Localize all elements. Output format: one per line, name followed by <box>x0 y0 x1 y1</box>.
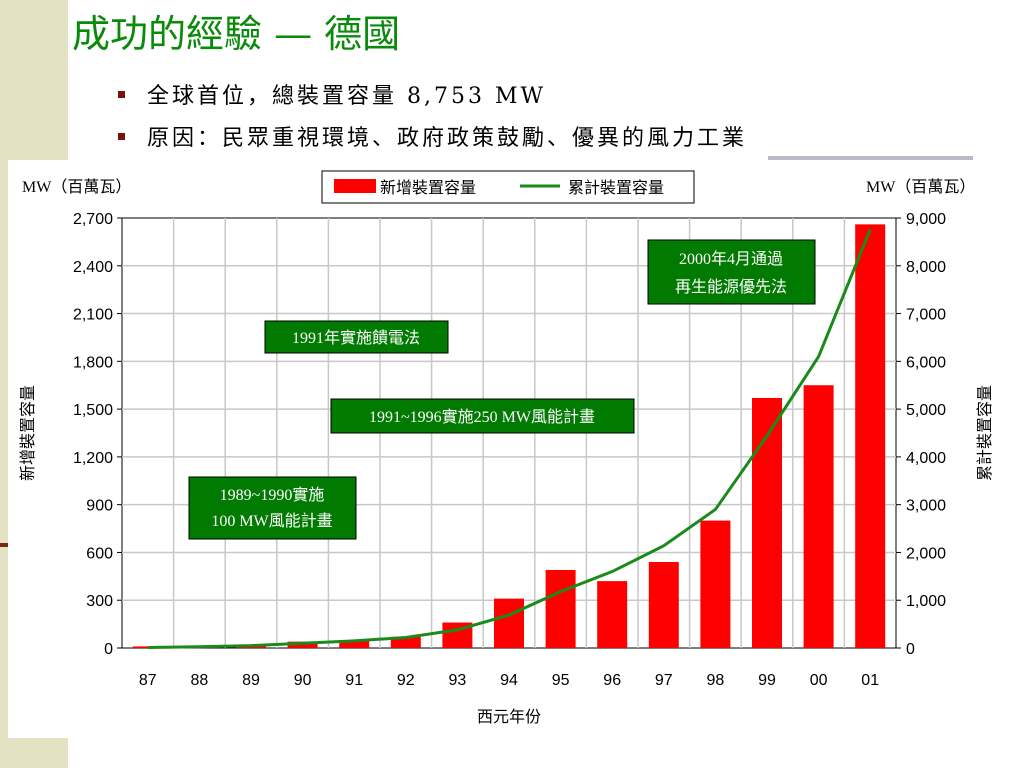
y-right-tick-label: 9,000 <box>906 211 946 228</box>
bar <box>700 520 731 648</box>
y-right-tick-label: 0 <box>906 641 915 658</box>
bullet-square-icon <box>118 132 125 140</box>
wind-capacity-chart: 03006009001,2001,5001,8002,1002,4002,700… <box>19 170 994 726</box>
x-axis-title: 西元年份 <box>477 708 541 726</box>
bullet-text: 全球首位，總裝置容量 8,753 MW <box>147 84 547 109</box>
x-tick-label: 89 <box>242 672 260 689</box>
y-right-tick-label: 4,000 <box>906 450 946 467</box>
x-tick-label: 90 <box>294 672 312 689</box>
y-right-tick-label: 8,000 <box>906 259 946 276</box>
annotation-1991-1996: 1991~1996實施250 MW風能計畫 <box>330 398 635 434</box>
x-tick-label: 98 <box>707 672 725 689</box>
y-left-tick-label: 2,100 <box>73 307 113 324</box>
legend-bar-label: 新增裝置容量 <box>380 179 476 197</box>
bar <box>545 569 576 648</box>
bar <box>494 598 524 648</box>
annotation-line: 1991年實施饋電法 <box>292 328 420 347</box>
bar <box>803 385 834 648</box>
x-tick-label: 88 <box>191 672 209 689</box>
x-tick-label: 94 <box>500 672 518 689</box>
bar <box>287 641 318 648</box>
annotation-line: 100 MW風能計畫 <box>211 512 332 530</box>
annotation-line: 1989~1990實施 <box>220 485 325 504</box>
x-tick-label: 92 <box>397 672 415 689</box>
y-right-tick-label: 5,000 <box>906 402 946 419</box>
y-right-tick-label: 7,000 <box>906 307 946 324</box>
bar <box>597 581 628 648</box>
legend-box <box>321 170 695 204</box>
bar <box>390 636 421 648</box>
y-left-tick-label: 2,400 <box>73 259 113 276</box>
bar <box>752 397 782 648</box>
bullet-item: 全球首位，總裝置容量 8,753 MW <box>118 76 747 118</box>
bar-series <box>132 224 886 648</box>
y-left-tick-label: 2,700 <box>73 211 113 228</box>
annotation-line: 再生能源優先法 <box>675 278 787 296</box>
x-tick-label: 87 <box>139 672 157 689</box>
y-left-tick-label: 1,200 <box>73 450 113 467</box>
legend: 新增裝置容量 累計裝置容量 <box>321 170 695 204</box>
sidebar-accent-line <box>0 543 8 547</box>
annotation-box <box>647 239 816 305</box>
x-tick-label: 99 <box>758 672 776 689</box>
left-axis-title: 新增裝置容量 <box>19 385 37 481</box>
annotation-2000: 2000年4月通過 再生能源優先法 <box>647 239 816 305</box>
bullet-square-icon <box>118 90 125 98</box>
annotation-line: 2000年4月通過 <box>679 250 783 268</box>
y-left-tick-label: 1,500 <box>73 402 113 419</box>
x-tick-label: 97 <box>655 672 673 689</box>
y-left-tick-label: 0 <box>104 641 113 658</box>
legend-bar-swatch <box>334 179 376 193</box>
right-unit-label: MW（百萬瓦） <box>866 178 975 196</box>
y-left-tick-label: 600 <box>86 545 113 562</box>
legend-line-label: 累計裝置容量 <box>568 179 664 197</box>
y-left-tick-label: 300 <box>86 593 113 610</box>
bullet-text: 原因：民眾重視環境、政府政策鼓勵、優異的風力工業 <box>147 126 748 151</box>
bar <box>855 224 886 648</box>
axis-ticks: 03006009001,2001,5001,8002,1002,4002,700… <box>73 211 946 689</box>
left-unit-label: MW（百萬瓦） <box>22 178 131 196</box>
right-axis-title: 累計裝置容量 <box>976 385 994 481</box>
decorative-strip <box>768 156 973 160</box>
y-left-tick-label: 900 <box>86 498 113 515</box>
bar <box>339 640 370 648</box>
slide-title: 成功的經驗 — 德國 <box>72 12 401 56</box>
annotation-box <box>330 398 635 434</box>
annotation-1989: 1989~1990實施 100 MW風能計畫 <box>188 476 357 540</box>
annotation-line: 1991~1996實施250 MW風能計畫 <box>369 407 595 426</box>
annotation-1991-feed-in: 1991年實施饋電法 <box>264 320 449 354</box>
y-left-tick-label: 1,800 <box>73 354 113 371</box>
y-right-tick-label: 6,000 <box>906 354 946 371</box>
bar <box>648 562 679 648</box>
annotation-box <box>264 320 449 354</box>
x-tick-label: 96 <box>603 672 621 689</box>
chart-container: 0 300 600 900 1,200 1,500 1,800 2,100 2,400 2,700… <box>8 160 1016 738</box>
x-tick-label: 93 <box>449 672 467 689</box>
x-tick-label: 01 <box>861 672 879 689</box>
x-tick-label: 91 <box>345 672 363 689</box>
annotation-box <box>188 476 357 540</box>
y-right-tick-label: 3,000 <box>906 498 946 515</box>
y-right-tick-label: 1,000 <box>906 593 946 610</box>
bullet-list: 全球首位，總裝置容量 8,753 MW 原因：民眾重視環境、政府政策鼓勵、優異的… <box>118 76 747 160</box>
cumulative-line <box>147 228 872 650</box>
y-right-tick-label: 2,000 <box>906 545 946 562</box>
bullet-item: 原因：民眾重視環境、政府政策鼓勵、優異的風力工業 <box>118 118 747 160</box>
x-tick-label: 95 <box>552 672 570 689</box>
x-tick-label: 00 <box>810 672 828 689</box>
